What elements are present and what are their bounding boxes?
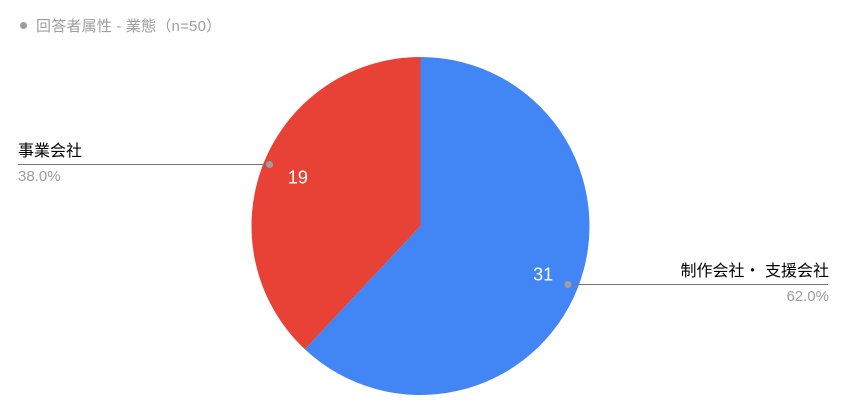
callout-jigyo-percent: 38.0% — [18, 168, 61, 185]
chart-title-text: 回答者属性 - 業態（n=50） — [36, 18, 222, 35]
chart-title: 回答者属性 - 業態（n=50） — [20, 15, 221, 36]
bullet-icon — [20, 22, 27, 29]
pie-slice-1 — [251, 56, 421, 350]
leader-dot-jigyo — [266, 161, 273, 168]
slice-value-1: 19 — [288, 168, 308, 188]
callout-jigyo: 事業会社 38.0% — [18, 142, 82, 186]
pie-slice-0 — [304, 57, 590, 395]
callout-seisaku-label: 制作会社・ 支援会社 — [680, 263, 829, 280]
slice-value-0: 31 — [533, 265, 553, 285]
callout-seisaku-percent: 62.0% — [786, 288, 829, 305]
leader-dot-seisaku — [564, 281, 572, 288]
callout-seisaku: 制作会社・ 支援会社 62.0% — [681, 262, 829, 306]
callout-jigyo-label: 事業会社 — [18, 143, 83, 160]
